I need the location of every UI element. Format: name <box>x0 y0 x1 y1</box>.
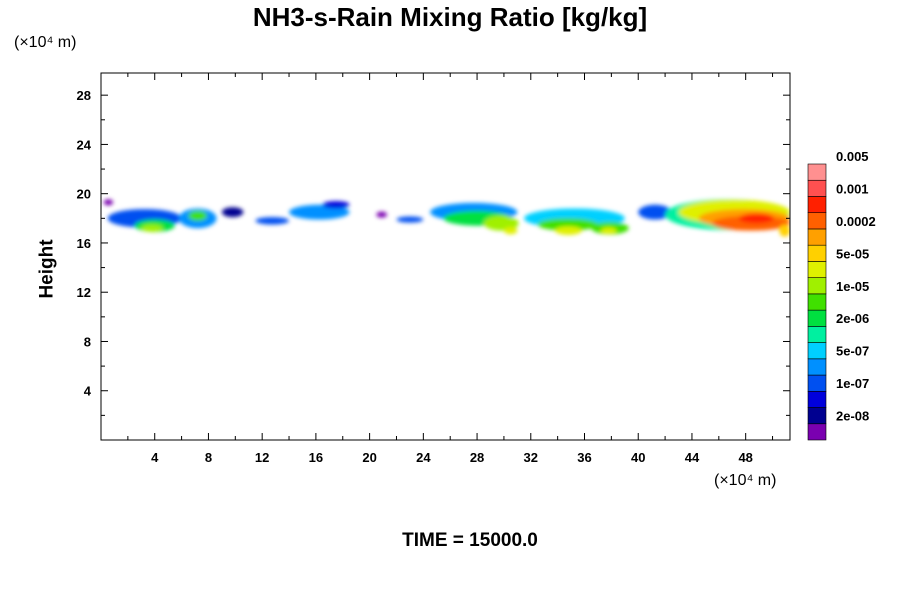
colorbar-swatch <box>807 244 827 262</box>
field-blob-6 <box>188 210 208 221</box>
field-blob-28 <box>779 224 790 237</box>
colorbar-swatch <box>807 390 827 408</box>
x-tick-label: 8 <box>205 450 212 465</box>
colorbar-swatch <box>807 407 827 425</box>
colorbar-swatch <box>807 212 827 230</box>
x-tick-label: 32 <box>524 450 538 465</box>
y-unit-label: (×10⁴ m) <box>14 34 77 51</box>
field-blob-18 <box>537 218 598 231</box>
field-blob-27 <box>738 213 774 224</box>
colorbar-swatch <box>807 358 827 376</box>
y-tick-label: 28 <box>77 88 91 103</box>
colorbar-label: 5e-07 <box>836 344 869 359</box>
colorbar-swatch <box>807 326 827 343</box>
plot-area <box>101 73 790 440</box>
colorbar-label: 5e-05 <box>836 246 869 261</box>
y-tick-label: 20 <box>77 187 91 202</box>
field-blob-21 <box>600 227 617 234</box>
colorbar-label: 0.001 <box>836 181 869 196</box>
x-tick-label: 4 <box>151 450 159 465</box>
x-tick-label: 28 <box>470 450 484 465</box>
field-blob-7 <box>221 207 244 218</box>
x-tick-label: 20 <box>362 450 376 465</box>
colorbar-swatch <box>807 261 827 278</box>
field-blob-10 <box>322 201 350 209</box>
x-tick-label: 36 <box>577 450 591 465</box>
x-tick-label: 40 <box>631 450 645 465</box>
chart-title: NH3-s-Rain Mixing Ratio [kg/kg] <box>252 2 648 32</box>
colorbar-label: 1e-07 <box>836 376 869 391</box>
colorbar-swatch <box>807 423 827 441</box>
colorbar-label: 1e-05 <box>836 279 869 294</box>
field-blob-22 <box>638 204 672 220</box>
plot-frame <box>100 72 791 441</box>
colorbar: 2e-08 1e-07 5e-07 2e-06 1e-05 5e-05 0.0002 0.00… <box>807 149 876 441</box>
colorbar-swatch <box>807 277 827 295</box>
mixing-ratio-field <box>103 199 790 237</box>
y-tick-label: 24 <box>77 137 92 152</box>
field-blob-4 <box>141 224 163 232</box>
x-unit-label: (×10⁴ m) <box>714 472 777 489</box>
colorbar-swatch <box>807 196 827 214</box>
colorbar-swatch <box>807 228 827 246</box>
x-tick-label: 24 <box>416 450 431 465</box>
x-tick-label: 48 <box>738 450 752 465</box>
colorbar-swatch <box>807 342 827 360</box>
colorbar-label: 0.005 <box>836 149 869 164</box>
y-tick-label: 4 <box>84 384 92 399</box>
colorbar-swatch <box>807 293 827 311</box>
field-blob-8 <box>255 217 290 225</box>
field-blob-11 <box>376 211 388 218</box>
colorbar-swatch <box>807 374 827 392</box>
colorbar-label: 2e-08 <box>836 409 869 424</box>
field-blob-16 <box>503 226 518 235</box>
x-tick-label: 12 <box>255 450 269 465</box>
field-blob-19 <box>554 226 582 235</box>
y-tick-label: 12 <box>77 285 91 300</box>
y-tick-label: 16 <box>77 236 91 251</box>
colorbar-label: 2e-06 <box>836 311 869 326</box>
colorbar-swatch <box>807 163 827 181</box>
field-blob-15 <box>483 215 519 231</box>
colorbar-label: 0.0002 <box>836 214 876 229</box>
field-blob-0 <box>103 199 114 206</box>
y-tick-label: 8 <box>84 334 91 349</box>
x-tick-label: 44 <box>685 450 700 465</box>
time-label: TIME = 15000.0 <box>402 530 538 551</box>
field-blob-12 <box>396 216 424 223</box>
field-blob-9 <box>289 204 350 220</box>
colorbar-swatch <box>807 179 827 197</box>
colorbar-swatch <box>807 309 827 327</box>
x-tick-label: 16 <box>309 450 323 465</box>
